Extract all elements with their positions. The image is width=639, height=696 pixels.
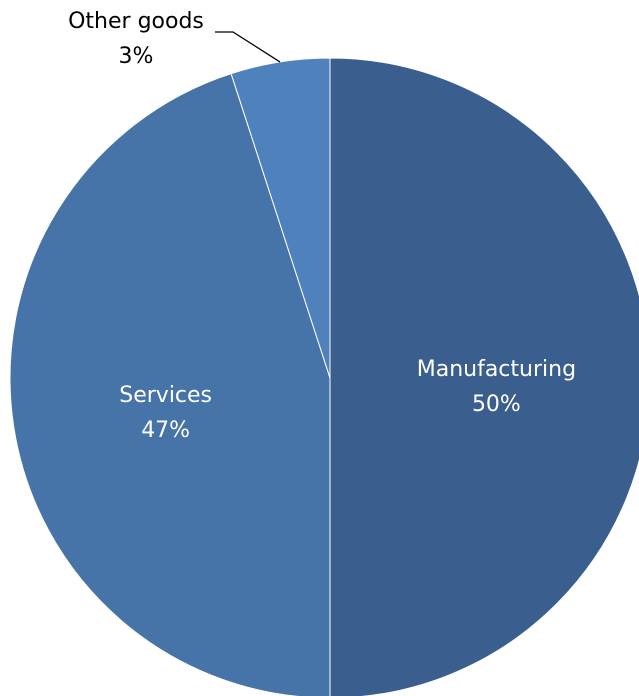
- leader-line-other-goods: [215, 31, 281, 63]
- pie-slice-manufacturing: [329, 57, 639, 696]
- pie-slice-services: [9, 73, 331, 696]
- data-label-manufacturing: Manufacturing 50%: [417, 357, 576, 417]
- pie-slice-other-goods: [230, 57, 331, 379]
- data-label-services: Services 47%: [119, 383, 212, 443]
- data-labels: Manufacturing 50% Services 47% Other goods 3%: [68, 9, 576, 443]
- pie-slices: [9, 57, 639, 696]
- leader-lines: [215, 31, 281, 63]
- data-label-other-goods: Other goods 3%: [68, 9, 204, 69]
